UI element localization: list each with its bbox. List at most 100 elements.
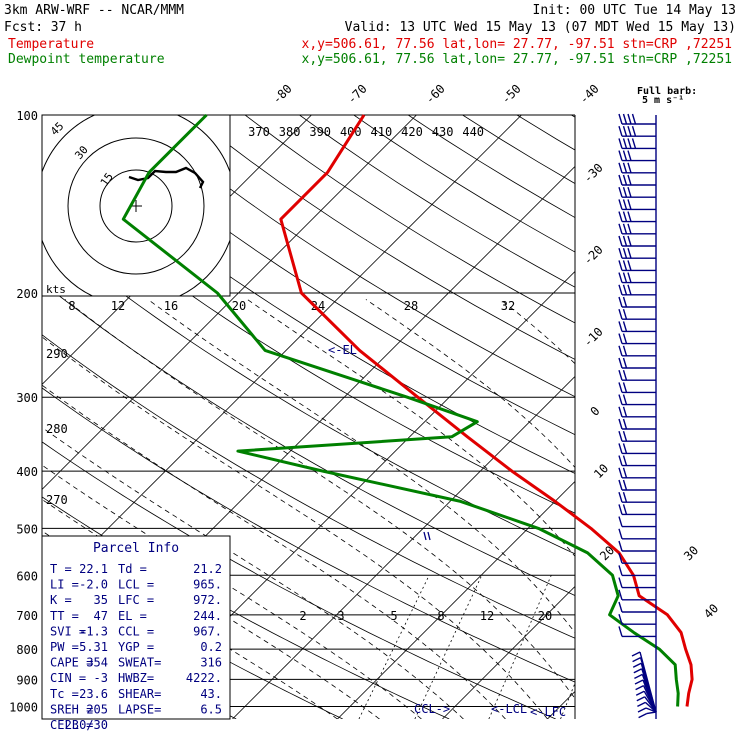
wind-barb xyxy=(618,223,656,235)
dry-adiabat-tick-label: 280 xyxy=(46,422,68,436)
parcel-info-cell: -1.3 xyxy=(79,624,108,638)
parcel-info-cell: 244. xyxy=(193,609,222,623)
parcel-info-cell: 22.1 xyxy=(79,562,108,576)
dry-adiabat-line xyxy=(190,115,575,360)
parcel-info-cell: 6.5 xyxy=(200,702,222,716)
dry-adiabat-line xyxy=(462,115,575,184)
wind-barb xyxy=(618,199,656,211)
wind-barb xyxy=(618,528,656,540)
parcel-info-cell: CELL = xyxy=(50,718,93,732)
wind-barb xyxy=(618,296,656,308)
isotherm-line xyxy=(232,375,575,719)
hodograph-ring-15 xyxy=(99,169,173,243)
wind-barb xyxy=(618,613,656,625)
parcel-info-cell: 23.6 xyxy=(79,687,108,701)
parcel-info-cell: 316 xyxy=(200,656,222,670)
hodograph-units: kts xyxy=(46,283,66,296)
wind-barb xyxy=(618,394,656,406)
isotherm-tick-label: 10 xyxy=(591,461,611,481)
mixing-ratio-top-label: 32 xyxy=(501,299,515,313)
barb-legend-units: 5 m s⁻¹ xyxy=(642,95,684,106)
pressure-tick-label: 300 xyxy=(16,391,38,405)
hodograph-ring-30 xyxy=(67,137,205,275)
wind-barb xyxy=(618,333,656,345)
parcel-info-cell: 230/30 xyxy=(65,718,108,732)
parcel-info-cell: 21.2 xyxy=(193,562,222,576)
wind-barb xyxy=(618,601,656,613)
theta-tick-label: 430 xyxy=(432,125,454,139)
barb-legend-title: Full barb: xyxy=(637,86,697,97)
parcel-info-cell: EL = xyxy=(118,609,147,623)
moist-adiabat-line xyxy=(42,336,548,719)
parcel-info-cell: 354 xyxy=(86,656,108,670)
isotherm-tick-label: -50 xyxy=(499,82,524,107)
mixing-ratio-top-label: 12 xyxy=(111,299,125,313)
hodograph-label-15: 15 xyxy=(98,170,116,188)
parcel-info-cell: 967. xyxy=(193,624,222,638)
dry-adiabat-line xyxy=(353,115,575,253)
parcel-info-cell: T = xyxy=(50,562,72,576)
lcl-marker: <-LCL xyxy=(491,702,527,716)
wind-barb xyxy=(618,552,656,564)
temperature-profile xyxy=(279,114,694,707)
wind-barb xyxy=(618,516,656,528)
mixing-ratio-top-label: 20 xyxy=(232,299,246,313)
moist-adiabat-line xyxy=(64,299,575,700)
wind-barbs xyxy=(618,113,657,719)
theta-tick-label: 380 xyxy=(279,125,301,139)
wind-barb xyxy=(618,443,656,455)
wind-barb xyxy=(618,260,656,272)
parcel-info-cell: Tc = xyxy=(50,687,79,701)
dry-adiabat-line xyxy=(407,115,575,219)
dry-adiabat-line xyxy=(81,115,575,436)
hodograph-inset: 15 30 45 kts xyxy=(41,114,231,297)
dry-adiabat-line xyxy=(299,115,575,288)
parcel-info-title: Parcel Info xyxy=(93,541,179,556)
parcel-info-cell: 35 xyxy=(94,593,108,607)
wind-barb xyxy=(618,406,656,418)
dry-adiabat-line xyxy=(42,387,575,683)
wind-barb xyxy=(618,211,656,223)
mixing-ratio-top-label: 24 xyxy=(311,299,325,313)
parcel-info-cell: LCL = xyxy=(118,578,154,592)
pressure-tick-label: 200 xyxy=(16,287,38,301)
moist-adiabat-line xyxy=(147,299,575,634)
wind-barb xyxy=(638,711,657,719)
parcel-info-cell: CCL = xyxy=(118,624,154,638)
dewpoint-profile xyxy=(121,113,680,707)
parcel-info-cell: TT = xyxy=(50,609,79,623)
moist-adiabat-line xyxy=(247,299,575,557)
parcel-info-cell: 205 xyxy=(86,702,108,716)
isotherm-tick-label: 30 xyxy=(681,543,701,563)
mixing-ratio-line xyxy=(560,682,575,719)
wind-barb xyxy=(618,150,656,162)
wind-barb xyxy=(618,540,656,552)
theta-tick-label: 390 xyxy=(309,125,331,139)
parcel-info-box: Parcel Info T = 22.1 Td = 21.2 LI = -2.0 LCL =… xyxy=(41,535,231,732)
isotherm-line xyxy=(652,115,740,719)
dry-adiabat-line xyxy=(42,334,575,639)
dry-adiabat-tick-label: 290 xyxy=(46,347,68,361)
wind-barb xyxy=(618,284,656,296)
wind-barb xyxy=(618,418,656,430)
isotherm-tick-label: -60 xyxy=(423,82,448,107)
parcel-info-cell: -2.0 xyxy=(79,578,108,592)
theta-tick-label: 420 xyxy=(401,125,423,139)
pressure-tick-label: 900 xyxy=(16,673,38,687)
moist-adiabat-line xyxy=(42,426,464,719)
parcel-info-cell: LFC = xyxy=(118,593,154,607)
mixing-ratio-line xyxy=(488,575,552,719)
parcel-info-cell: HWBZ= xyxy=(118,671,154,685)
valid-time: Valid: 13 UTC Wed 15 May 13 (07 MDT Wed … xyxy=(345,20,736,35)
isotherm-tick-label: 20 xyxy=(597,543,617,563)
isotherm-line xyxy=(442,585,575,719)
wind-barb xyxy=(618,467,656,479)
wind-barb xyxy=(618,272,656,284)
pressure-tick-label: 600 xyxy=(16,569,38,583)
mixing-ratio-bottom-label: 20 xyxy=(538,609,552,623)
moist-adiabat-line xyxy=(365,299,575,469)
parcel-info-cell: 0.2 xyxy=(200,640,222,654)
dry-adiabat-line xyxy=(42,230,575,555)
parcel-info-cell: 965. xyxy=(193,578,222,592)
wind-barb xyxy=(618,382,656,394)
